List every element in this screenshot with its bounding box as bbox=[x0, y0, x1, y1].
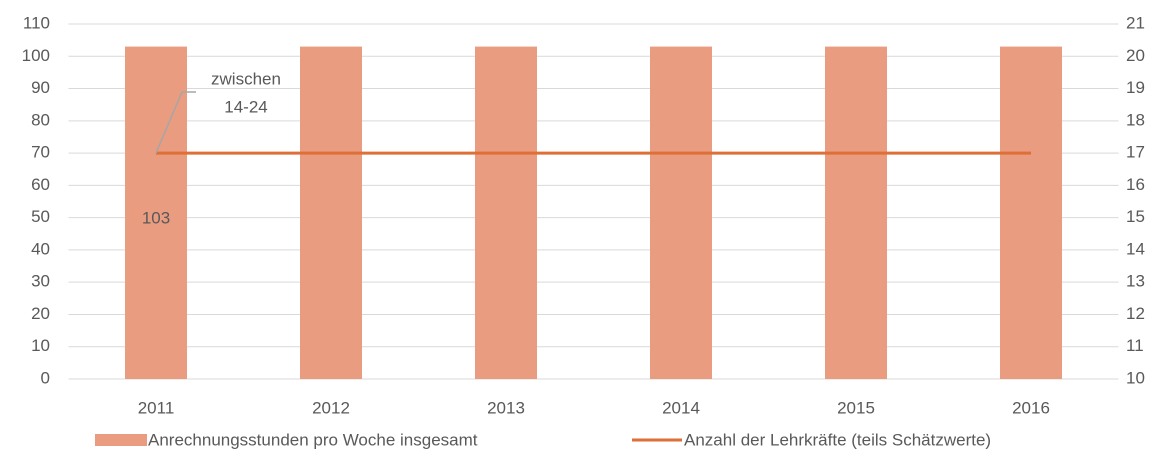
bar bbox=[650, 46, 712, 379]
y-tick-label: 50 bbox=[31, 207, 50, 226]
leader-line bbox=[155, 91, 183, 154]
x-tick-label: 2016 bbox=[1012, 398, 1050, 417]
y2-tick-label: 17 bbox=[1126, 143, 1145, 162]
y-tick-label: 60 bbox=[31, 175, 50, 194]
y2-tick-label: 12 bbox=[1126, 304, 1145, 323]
y-tick-label: 30 bbox=[31, 272, 50, 291]
x-tick-label: 2015 bbox=[837, 398, 875, 417]
legend-swatch bbox=[95, 434, 147, 446]
y-tick-label: 0 bbox=[41, 368, 50, 387]
x-tick-label: 2014 bbox=[662, 398, 700, 417]
x-tick-label: 2012 bbox=[312, 398, 350, 417]
y2-tick-label: 18 bbox=[1126, 110, 1145, 129]
y2-tick-label: 19 bbox=[1126, 78, 1145, 97]
y2-tick-label: 14 bbox=[1126, 239, 1145, 258]
legend-label: Anrechnungsstunden pro Woche insgesamt bbox=[148, 430, 478, 449]
y2-tick-label: 21 bbox=[1126, 13, 1145, 32]
y2-tick-label: 20 bbox=[1126, 46, 1145, 65]
annotation: 14-24 bbox=[224, 97, 267, 116]
x-tick-label: 2013 bbox=[487, 398, 525, 417]
bar bbox=[825, 46, 887, 379]
y-tick-label: 20 bbox=[31, 304, 50, 323]
bar bbox=[475, 46, 537, 379]
y2-tick-label: 11 bbox=[1126, 336, 1144, 355]
y2-tick-label: 10 bbox=[1126, 368, 1145, 387]
data-label: 103 bbox=[142, 208, 170, 227]
y-tick-label: 70 bbox=[31, 143, 50, 162]
annotation: zwischen bbox=[211, 69, 281, 88]
y-tick-label: 100 bbox=[22, 46, 50, 65]
bar bbox=[125, 46, 187, 379]
bar bbox=[300, 46, 362, 379]
y-tick-label: 110 bbox=[23, 13, 50, 32]
x-tick-label: 2011 bbox=[138, 398, 175, 417]
y2-tick-label: 16 bbox=[1126, 175, 1145, 194]
y-tick-label: 90 bbox=[31, 78, 50, 97]
y-tick-label: 80 bbox=[31, 110, 50, 129]
y2-tick-label: 15 bbox=[1126, 207, 1145, 226]
y2-tick-label: 13 bbox=[1126, 272, 1145, 291]
bar bbox=[1000, 46, 1062, 379]
y-tick-label: 10 bbox=[31, 336, 50, 355]
y-tick-label: 40 bbox=[31, 239, 50, 258]
legend-label: Anzahl der Lehrkräfte (teils Schätzwerte… bbox=[684, 430, 991, 449]
